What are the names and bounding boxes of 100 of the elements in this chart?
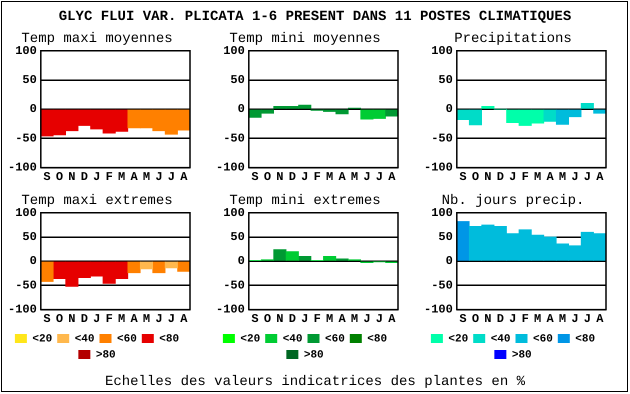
- legend-label: <80: [159, 333, 180, 346]
- y-tick-label: 0: [446, 254, 453, 268]
- x-tick-label: F: [522, 170, 529, 184]
- y-tick-label: 50: [230, 230, 245, 244]
- x-tick-label: A: [546, 170, 554, 184]
- legend-label: <60: [117, 333, 137, 346]
- y-tick-label: -100: [424, 160, 453, 175]
- legend-label: <80: [575, 333, 596, 346]
- legend-label: <40: [490, 333, 511, 346]
- x-tick-label: J: [509, 312, 516, 326]
- y-tick-label: 100: [431, 44, 453, 58]
- x-tick-label: N: [484, 170, 492, 184]
- legend-label: <20: [240, 333, 260, 346]
- x-tick-label: A: [180, 170, 188, 184]
- chart-title: Precipitations: [454, 31, 572, 48]
- x-tick-label: M: [534, 170, 542, 184]
- x-tick-label: M: [118, 312, 126, 326]
- y-tick-label: 0: [30, 102, 37, 116]
- x-tick-label: A: [546, 312, 554, 326]
- x-tick-label: M: [350, 170, 358, 184]
- x-tick-label: J: [363, 312, 371, 326]
- x-tick-label: J: [155, 312, 163, 326]
- y-tick-label: -50: [223, 278, 245, 292]
- x-tick-label: J: [584, 312, 591, 326]
- text: GLYC FLUI VAR. PLICATA 1-6 PRESENT DANS 11 POSTES CLIMATIQUES: [58, 9, 572, 25]
- y-tick-label: 50: [230, 73, 245, 88]
- legend-label: >80: [96, 349, 116, 362]
- x-tick-label: M: [350, 312, 358, 326]
- x-tick-label: N: [68, 312, 76, 326]
- x-tick-label: D: [288, 170, 296, 184]
- legend-label: <60: [325, 333, 345, 346]
- bar: [544, 110, 557, 122]
- bar: [273, 249, 286, 261]
- x-tick-label: A: [388, 170, 396, 184]
- x-tick-label: J: [376, 312, 383, 326]
- y-tick-label: -50: [15, 131, 37, 146]
- x-tick-label: J: [93, 170, 100, 184]
- x-tick-label: F: [522, 312, 529, 326]
- x-tick-label: D: [496, 170, 504, 184]
- x-tick-label: A: [130, 170, 138, 184]
- x-tick-label: A: [130, 312, 138, 326]
- y-tick-label: -50: [431, 131, 453, 146]
- x-tick-label: J: [509, 170, 516, 184]
- x-tick-label: A: [338, 170, 346, 184]
- y-tick-label: -100: [216, 160, 245, 175]
- x-tick-label: M: [142, 312, 150, 326]
- text: Echelles des valeurs indicatrices des plantes en %: [104, 374, 526, 390]
- legend-label: >80: [304, 349, 324, 362]
- x-tick-label: J: [155, 170, 163, 184]
- x-tick-label: O: [56, 170, 64, 184]
- legend-label: <40: [282, 333, 303, 346]
- x-tick-label: N: [484, 312, 492, 326]
- x-tick-label: J: [584, 170, 591, 184]
- legend-label: <20: [32, 333, 52, 346]
- y-tick-label: -100: [424, 302, 453, 317]
- y-tick-label: 50: [438, 73, 453, 88]
- y-tick-label: 0: [238, 254, 245, 268]
- x-tick-label: O: [264, 312, 272, 326]
- bar: [580, 103, 594, 109]
- x-tick-label: M: [558, 170, 566, 184]
- bar: [456, 221, 470, 261]
- legend-label: >80: [512, 349, 532, 362]
- x-tick-label: M: [118, 170, 126, 184]
- x-tick-label: F: [314, 312, 321, 326]
- x-tick-label: S: [43, 312, 51, 326]
- x-tick-label: D: [288, 312, 296, 326]
- x-tick-label: O: [264, 170, 272, 184]
- x-tick-label: A: [388, 312, 396, 326]
- x-tick-label: F: [314, 170, 321, 184]
- y-tick-label: -50: [431, 278, 453, 292]
- x-tick-label: J: [168, 312, 175, 326]
- x-tick-label: M: [326, 312, 334, 326]
- legend-label: <40: [74, 333, 95, 346]
- y-tick-label: -50: [223, 131, 245, 146]
- y-tick-label: 50: [22, 73, 37, 88]
- x-tick-label: A: [596, 312, 604, 326]
- x-tick-label: F: [106, 312, 113, 326]
- x-tick-label: A: [596, 170, 604, 184]
- y-tick-label: 50: [22, 230, 37, 244]
- x-tick-label: A: [180, 312, 188, 326]
- x-tick-label: J: [363, 170, 371, 184]
- x-tick-label: S: [459, 170, 467, 184]
- bar: [298, 256, 312, 261]
- x-tick-label: O: [472, 312, 480, 326]
- y-tick-label: 0: [446, 102, 453, 116]
- x-tick-label: F: [106, 170, 113, 184]
- x-tick-label: S: [43, 170, 51, 184]
- x-tick-label: J: [301, 312, 308, 326]
- legend-label: <20: [448, 333, 468, 346]
- legend-label: <80: [367, 333, 388, 346]
- y-tick-label: -100: [8, 160, 37, 175]
- x-tick-label: D: [80, 312, 88, 326]
- x-tick-label: A: [338, 312, 346, 326]
- x-tick-label: N: [276, 312, 284, 326]
- y-tick-label: 0: [238, 102, 245, 116]
- x-tick-label: D: [496, 312, 504, 326]
- x-tick-label: S: [251, 312, 259, 326]
- x-tick-label: N: [68, 170, 76, 184]
- x-tick-label: J: [301, 170, 308, 184]
- x-tick-label: M: [142, 170, 150, 184]
